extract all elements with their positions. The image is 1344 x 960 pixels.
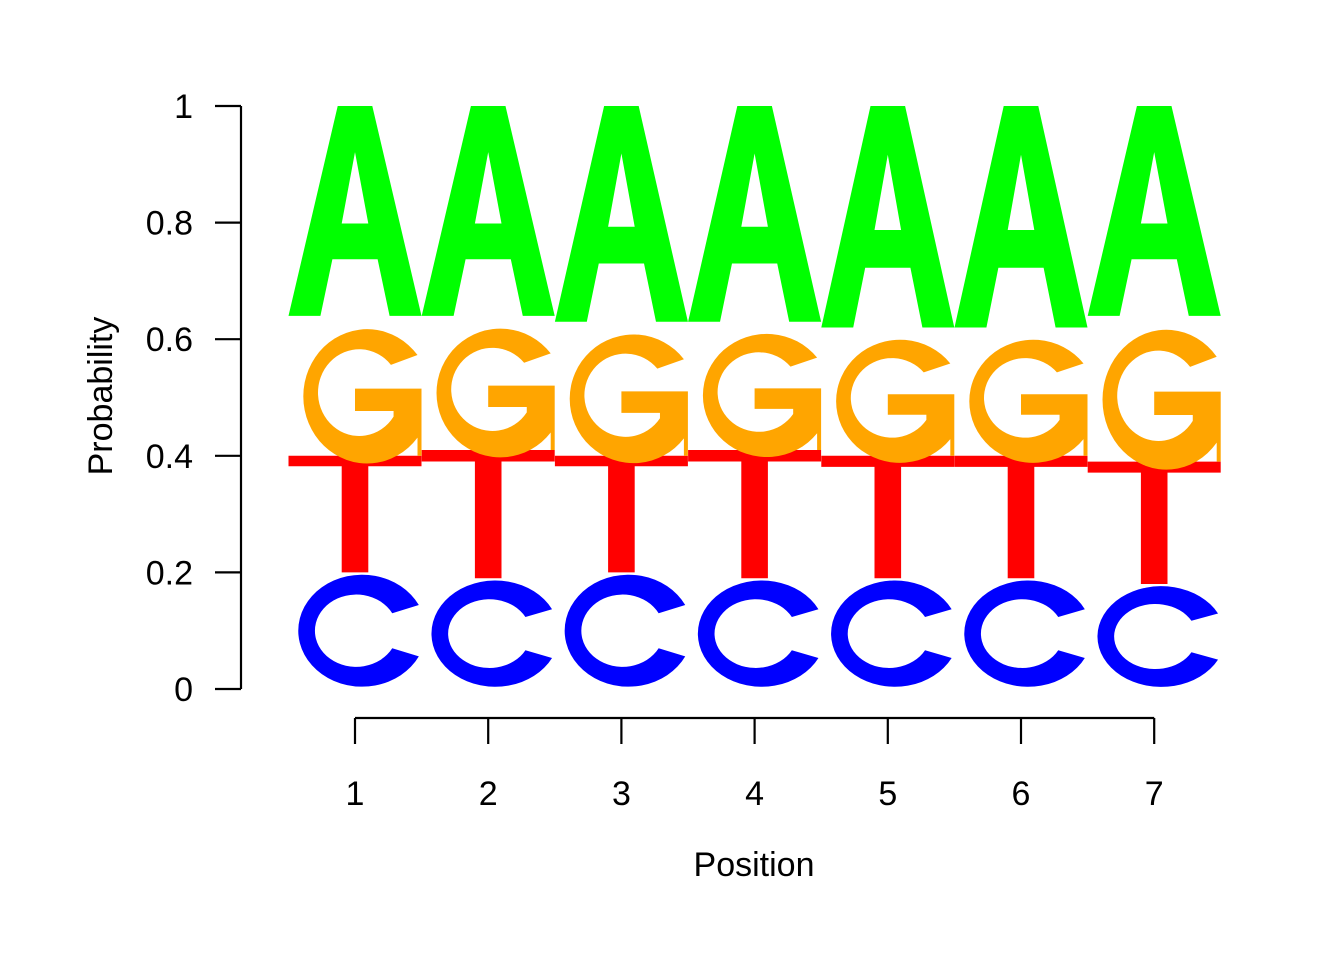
letter-t-position-3 (554, 455, 688, 573)
logo-stack-position-5 (821, 106, 955, 687)
y-axis-title: Probability (82, 317, 120, 476)
y-axis: 0 0.2 0.4 0.6 0.8 1 (146, 88, 243, 709)
x-tick-label: 3 (612, 775, 631, 813)
letter-g-position-2 (436, 328, 555, 458)
letter-g-position-7 (1102, 329, 1221, 470)
letter-t-position-6 (954, 455, 1088, 579)
y-tick-label: 0.2 (146, 554, 193, 592)
x-tick-label: 7 (1145, 775, 1164, 813)
letter-t-position-1 (288, 455, 422, 573)
logo-stack-position-3 (554, 106, 688, 687)
logo-stack-position-7 (1087, 106, 1221, 687)
x-tick-label: 2 (479, 775, 498, 813)
x-tick-label: 6 (1012, 775, 1031, 813)
letter-a-position-4 (688, 106, 822, 322)
letter-t-position-5 (821, 455, 955, 579)
letter-g-position-5 (836, 339, 955, 463)
y-tick-label: 0.8 (146, 205, 193, 243)
x-axis-title: Position (694, 846, 815, 884)
letter-c-position-5 (831, 580, 952, 687)
letter-t-position-7 (1087, 461, 1221, 585)
letter-c-position-7 (1097, 586, 1219, 687)
letter-a-position-7 (1087, 106, 1221, 316)
x-tick-label: 5 (878, 775, 897, 813)
logo-stack-position-1 (288, 106, 422, 687)
letter-g-position-6 (969, 339, 1088, 463)
logo-stack-position-4 (688, 106, 822, 687)
letter-c-position-1 (298, 574, 419, 687)
letter-g-position-3 (569, 334, 688, 464)
letter-a-position-3 (554, 106, 688, 322)
letter-c-position-4 (697, 580, 819, 687)
letter-g-position-4 (702, 333, 822, 458)
x-tick-label: 4 (745, 775, 764, 813)
letter-g-position-1 (303, 329, 422, 464)
y-tick-label: 0.4 (146, 438, 193, 476)
letter-t-position-4 (688, 449, 822, 579)
y-tick-label: 1 (174, 88, 193, 126)
letter-c-position-3 (564, 574, 686, 687)
x-tick-label: 1 (346, 775, 365, 813)
logo-stack-position-2 (421, 106, 555, 687)
x-axis: 1 2 3 4 5 6 7 (346, 716, 1164, 813)
y-tick-label: 0 (174, 671, 193, 709)
letter-c-position-2 (431, 580, 553, 687)
letter-a-position-6 (954, 106, 1088, 328)
letter-a-position-1 (288, 106, 422, 316)
logo-stacks (288, 106, 1221, 687)
letter-t-position-2 (421, 449, 555, 579)
letter-c-position-6 (964, 580, 1085, 687)
letter-a-position-5 (821, 106, 955, 328)
logo-stack-position-6 (954, 106, 1088, 687)
letter-a-position-2 (421, 106, 555, 316)
y-tick-label: 0.6 (146, 321, 193, 359)
